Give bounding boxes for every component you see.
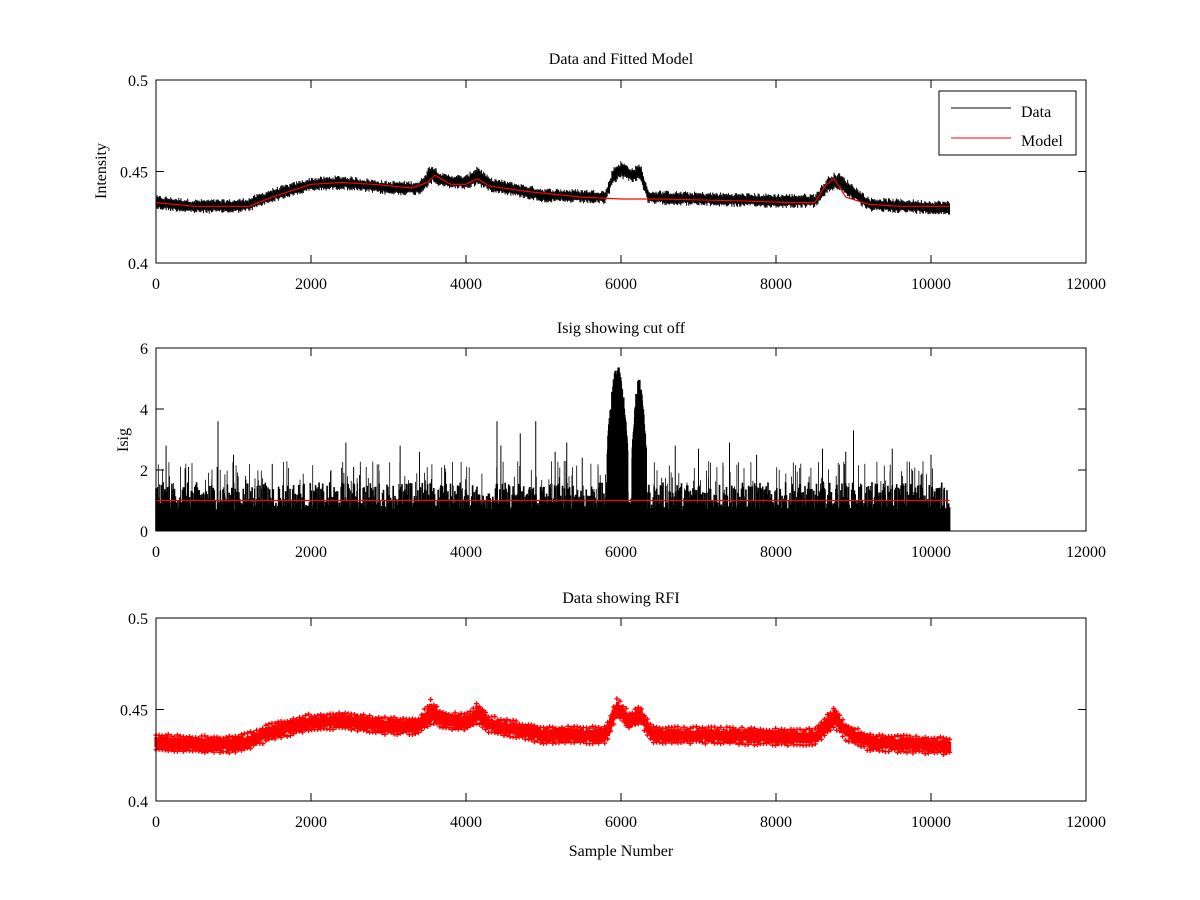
legend-label-model: Model <box>1021 133 1063 150</box>
y-tick-label: 0.45 <box>120 703 148 720</box>
tick-layer: 0 2000 4000 6000 8000 10000 12000 0.4 0.45 0.5 <box>120 73 1106 293</box>
x-tick-label: 0 <box>152 814 160 831</box>
x-tick-label: 8000 <box>760 544 792 561</box>
x-tick-label: 2000 <box>295 814 327 831</box>
y-tick-label: 0.5 <box>128 611 148 628</box>
x-tick-label: 6000 <box>605 544 637 561</box>
y-tick-label: 6 <box>140 341 148 358</box>
x-tick-label: 8000 <box>760 814 792 831</box>
panel-data-and-model: Data and Fitted Model Intensity 0 2000 400… <box>93 51 1106 293</box>
y-tick-label: 0.45 <box>120 165 148 182</box>
panel-isig: Isig showing cut off Isig 0 2000 4000 6000 8… <box>115 320 1106 561</box>
panel-title: Data and Fitted Model <box>549 51 694 68</box>
x-tick-label: 10000 <box>911 544 951 561</box>
y-tick-label: 0.5 <box>128 73 148 90</box>
x-tick-label: 12000 <box>1066 276 1106 293</box>
y-tick-label: 4 <box>140 402 148 419</box>
y-tick-label: 0.4 <box>128 794 148 811</box>
x-tick-label: 2000 <box>295 276 327 293</box>
x-tick-label: 6000 <box>605 276 637 293</box>
y-tick-label: 0 <box>140 524 148 541</box>
x-tick-label: 0 <box>152 544 160 561</box>
x-axis-label: Sample Number <box>569 843 674 860</box>
x-tick-label: 4000 <box>450 814 482 831</box>
x-tick-label: 6000 <box>605 814 637 831</box>
panel-rfi: Data showing RFI 0 2000 4000 6000 8000 10000 1… <box>120 590 1106 860</box>
tick-layer: 0 2000 4000 6000 8000 10000 12000 0 2 4 6 <box>140 341 1106 561</box>
isig-peak <box>606 367 629 531</box>
series-layer <box>155 367 951 531</box>
series-layer <box>155 161 951 215</box>
x-tick-label: 8000 <box>760 276 792 293</box>
x-tick-label: 2000 <box>295 544 327 561</box>
panel-title: Data showing RFI <box>562 590 679 607</box>
x-tick-label: 4000 <box>450 544 482 561</box>
y-tick-label: 0.4 <box>128 256 148 273</box>
tick-layer: 0 2000 4000 6000 8000 10000 12000 0.4 0.45 0.5 <box>120 611 1106 831</box>
x-tick-label: 10000 <box>911 814 951 831</box>
y-axis-label: Isig <box>115 428 132 452</box>
legend: Data Model <box>938 90 1077 156</box>
y-tick-label: 2 <box>140 463 148 480</box>
legend-label-data: Data <box>1021 104 1051 121</box>
panel-title: Isig showing cut off <box>557 320 686 337</box>
x-tick-label: 4000 <box>450 276 482 293</box>
x-tick-label: 12000 <box>1066 814 1106 831</box>
isig-peak <box>631 379 647 531</box>
legend-box <box>938 90 1077 156</box>
x-tick-label: 12000 <box>1066 544 1106 561</box>
series-model <box>155 174 950 207</box>
y-axis-label: Intensity <box>93 143 110 199</box>
x-tick-label: 0 <box>152 276 160 293</box>
x-tick-label: 10000 <box>911 276 951 293</box>
